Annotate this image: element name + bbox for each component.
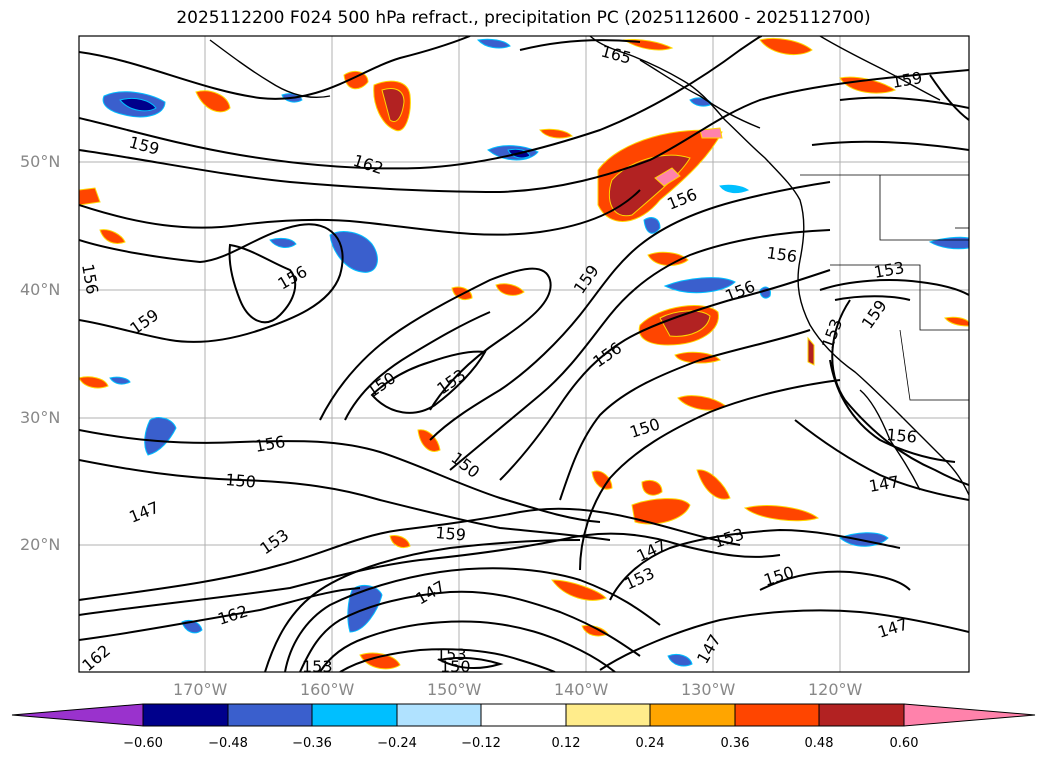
lon-label: 140°W	[554, 680, 609, 699]
contour-label: 153	[256, 525, 292, 558]
lon-label: 130°W	[681, 680, 736, 699]
contour-label: 165	[599, 42, 633, 68]
colorbar-tick: −0.60	[123, 736, 163, 751]
contour-label: 153	[302, 657, 333, 676]
lon-label: 170°W	[173, 680, 228, 699]
contour-label: 147	[693, 631, 725, 667]
colorbar-bin	[649, 703, 736, 727]
contour-label: 153	[436, 645, 467, 664]
colorbar-bin	[565, 703, 651, 727]
gridlines	[79, 36, 969, 672]
colorbar-tick: 0.36	[720, 736, 750, 751]
contour-lines	[79, 36, 969, 672]
colorbar-extend-high	[903, 703, 1036, 727]
lat-label: 20°N	[20, 535, 61, 554]
contour-label: 147	[413, 577, 449, 609]
precip-positive	[79, 37, 969, 670]
contour-label: 147	[126, 498, 161, 527]
contour-label: 162	[351, 151, 386, 179]
contour-label: 159	[435, 523, 467, 545]
contour-label: 150	[440, 657, 471, 676]
colorbar-bin	[396, 703, 482, 727]
contour-label: 153	[872, 258, 905, 282]
contour-label: 156	[253, 432, 286, 456]
colorbar-bin	[227, 703, 313, 727]
colorbar-tick: −0.48	[208, 736, 248, 751]
contour-label: 147	[875, 614, 910, 642]
lat-label: 30°N	[20, 408, 61, 427]
colorbar-tick: 0.48	[804, 736, 834, 751]
lat-label: 40°N	[20, 280, 61, 299]
contour-label: 153	[622, 563, 658, 593]
contour-label: 159	[858, 296, 891, 332]
colorbar-tick: 0.60	[889, 736, 919, 751]
contour-label: 150	[363, 368, 399, 401]
colorbar-bin	[818, 703, 905, 727]
colorbar-tick: 0.12	[551, 736, 581, 751]
colorbar-tick: −0.24	[377, 736, 417, 751]
contour-label: 156	[886, 425, 918, 447]
contour-label: 156	[765, 243, 798, 266]
contour-label: 153	[433, 365, 469, 398]
contour-label: 147	[867, 472, 900, 496]
contour-label: 150	[225, 470, 257, 492]
political-borders	[800, 174, 969, 401]
lon-label: 150°W	[427, 680, 482, 699]
colorbar-tick: 0.24	[635, 736, 665, 751]
contour-label: 153	[711, 524, 746, 552]
contour-label: 162	[215, 601, 250, 629]
contour-label: 162	[78, 641, 114, 675]
colorbar-bin	[734, 703, 820, 727]
contour-label: 150	[448, 448, 484, 482]
lon-label: 120°W	[808, 680, 863, 699]
lon-label: 160°W	[300, 680, 355, 699]
lat-label: 50°N	[20, 152, 61, 171]
colorbar-extend-low	[11, 703, 144, 727]
colorbar-tick: −0.36	[292, 736, 332, 751]
colorbar	[11, 703, 1036, 727]
colorbar-bin	[142, 703, 229, 727]
plot-frame	[78, 35, 970, 673]
contour-label: 159	[126, 305, 162, 338]
contour-label: 156	[78, 262, 102, 295]
colorbar-bin	[480, 703, 567, 727]
colorbar-bin	[311, 703, 398, 727]
coastlines	[209, 36, 969, 496]
map-title: 2025112200 F024 500 hPa refract., precip…	[176, 8, 871, 28]
colorbar-tick: −0.12	[461, 736, 501, 751]
contour-label: 153	[818, 316, 846, 351]
